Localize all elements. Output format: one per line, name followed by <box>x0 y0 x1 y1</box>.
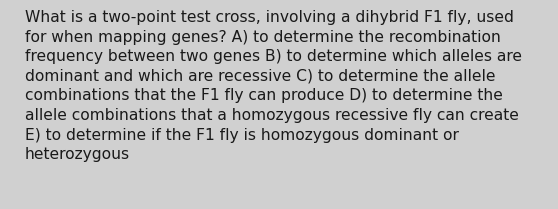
Text: What is a two-point test cross, involving a dihybrid F1 fly, used
for when mappi: What is a two-point test cross, involvin… <box>25 10 522 162</box>
